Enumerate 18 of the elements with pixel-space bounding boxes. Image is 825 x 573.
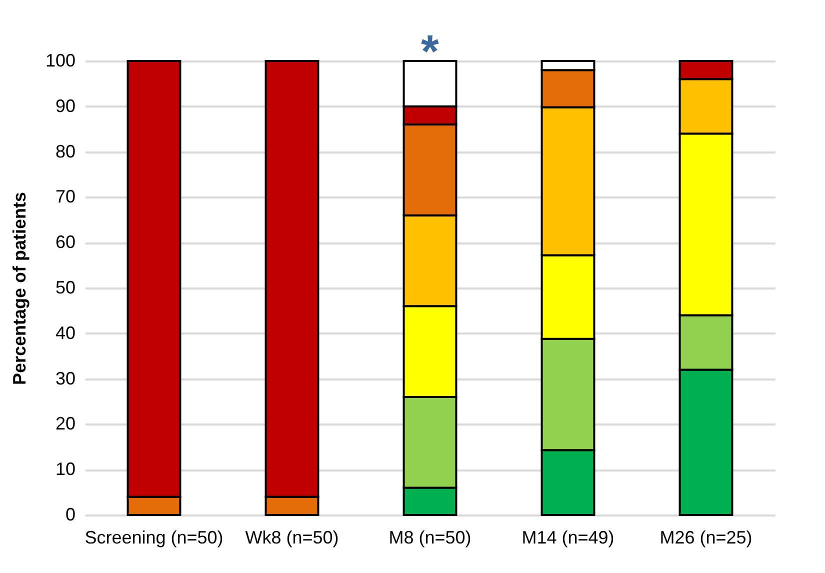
y-tick-label: 60 <box>55 232 76 252</box>
y-tick-label: 30 <box>55 368 76 388</box>
y-axis-title: Percentage of patients <box>9 192 30 386</box>
y-tick-label: 10 <box>55 459 76 480</box>
y-tick-label: 50 <box>55 278 76 298</box>
y-tick-label: 70 <box>55 186 76 207</box>
y-tick-label: 40 <box>55 322 76 343</box>
x-tick-label: M8 (n=50) <box>388 528 472 548</box>
y-tick-label: 90 <box>55 96 76 116</box>
x-tick-label: M14 (n=49) <box>522 528 614 548</box>
annotation: * <box>421 25 440 77</box>
y-tick-label: 0 <box>65 504 76 524</box>
y-tick-label: 80 <box>55 141 76 162</box>
x-tick-label: M26 (n=25) <box>660 528 752 548</box>
y-tick-label: 100 <box>45 50 76 70</box>
x-tick-label: Screening (n=50) <box>84 528 224 548</box>
x-tick-label: Wk8 (n=50) <box>245 528 339 548</box>
y-tick-label: 20 <box>55 414 76 434</box>
